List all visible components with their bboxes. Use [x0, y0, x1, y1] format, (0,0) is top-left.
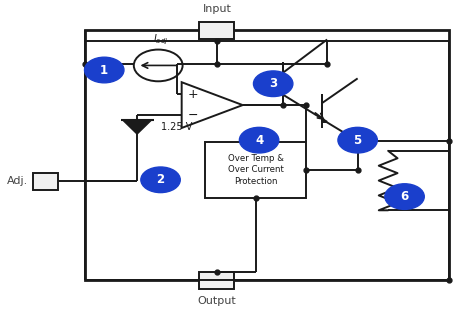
Text: Adj.: Adj.	[7, 176, 28, 186]
Text: 5: 5	[354, 134, 362, 147]
Bar	[199, 272, 235, 289]
Circle shape	[239, 127, 279, 153]
Bar	[205, 142, 306, 198]
Text: 3: 3	[269, 77, 277, 90]
Text: Input: Input	[202, 4, 231, 14]
Bar	[199, 22, 235, 39]
Text: $I_{adj}$: $I_{adj}$	[153, 33, 168, 47]
Circle shape	[385, 184, 424, 209]
Text: 1.25 V: 1.25 V	[161, 122, 192, 132]
Text: 1: 1	[100, 64, 108, 77]
Circle shape	[141, 167, 180, 193]
Circle shape	[338, 127, 377, 153]
Text: 4: 4	[255, 134, 263, 147]
Text: +: +	[188, 88, 199, 101]
Text: 2: 2	[156, 173, 164, 186]
Bar	[33, 173, 58, 190]
Circle shape	[254, 71, 293, 96]
Text: 6: 6	[401, 190, 409, 203]
Polygon shape	[123, 120, 151, 134]
Circle shape	[84, 57, 124, 83]
Text: Output: Output	[198, 296, 236, 307]
Text: −: −	[188, 109, 199, 122]
Bar	[85, 30, 449, 281]
Text: Over Temp &
Over Current
Protection: Over Temp & Over Current Protection	[228, 153, 283, 186]
